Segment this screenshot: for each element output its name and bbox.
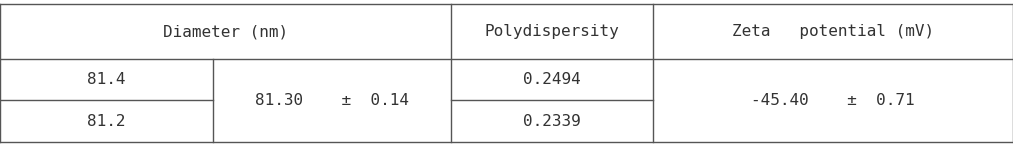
- Text: Diameter (nm): Diameter (nm): [163, 24, 288, 39]
- Text: 0.2339: 0.2339: [523, 114, 581, 128]
- Text: 81.30    ±  0.14: 81.30 ± 0.14: [254, 93, 409, 108]
- Text: 0.2494: 0.2494: [523, 72, 581, 87]
- Text: 81.2: 81.2: [87, 114, 126, 128]
- Text: 81.4: 81.4: [87, 72, 126, 87]
- Text: -45.40    ±  0.71: -45.40 ± 0.71: [752, 93, 915, 108]
- Text: Zeta   potential (mV): Zeta potential (mV): [732, 24, 934, 39]
- Text: Polydispersity: Polydispersity: [484, 24, 620, 39]
